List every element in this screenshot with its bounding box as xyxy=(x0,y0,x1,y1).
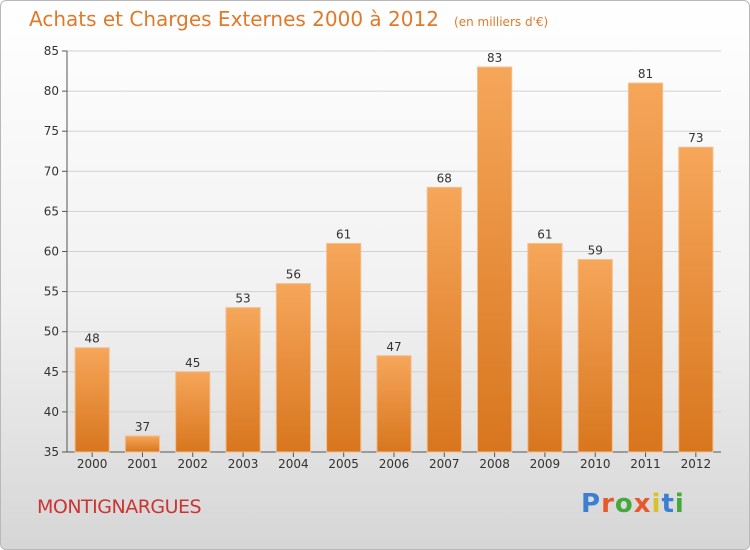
y-tick-label: 40 xyxy=(44,405,59,419)
bar-2001 xyxy=(124,435,161,453)
x-tick-label-2005: 2005 xyxy=(328,457,359,471)
y-tick-label: 55 xyxy=(44,285,59,299)
chart-title: Achats et Charges Externes 2000 à 2012 xyxy=(29,7,439,31)
x-tick-label-2001: 2001 xyxy=(127,457,158,471)
data-label-2001: 37 xyxy=(135,420,150,434)
data-label-2002: 45 xyxy=(185,356,200,370)
x-tick-label-2011: 2011 xyxy=(630,457,661,471)
y-tick-label: 65 xyxy=(44,204,59,218)
bars xyxy=(74,66,714,453)
y-tick-label: 70 xyxy=(44,164,59,178)
x-tick-label-2006: 2006 xyxy=(379,457,410,471)
x-tick-label-2003: 2003 xyxy=(228,457,259,471)
data-label-2007: 68 xyxy=(437,171,452,185)
logo-letter: i xyxy=(674,489,685,519)
place-name: MONTIGNARGUES xyxy=(37,496,202,518)
x-tick-label-2007: 2007 xyxy=(429,457,460,471)
x-tick-label-2009: 2009 xyxy=(530,457,561,471)
bar-2005 xyxy=(326,242,362,453)
bar-2002 xyxy=(175,371,211,453)
y-tick-label: 60 xyxy=(44,245,59,259)
bar-2010 xyxy=(577,259,613,453)
y-tick-label: 75 xyxy=(44,124,59,138)
data-label-2004: 56 xyxy=(286,268,301,282)
chart-subtitle: (en milliers d'€) xyxy=(454,15,549,29)
bar-2011 xyxy=(627,82,664,453)
data-label-2000: 48 xyxy=(85,332,100,346)
bar-2009 xyxy=(527,242,563,453)
x-tick-label-2008: 2008 xyxy=(479,457,510,471)
logo-letter: t xyxy=(661,489,675,519)
bar-2012 xyxy=(678,146,714,453)
y-tick-label: 85 xyxy=(44,44,59,58)
bar-2008 xyxy=(477,66,513,453)
logo-letter: r xyxy=(601,489,615,519)
data-label-2010: 59 xyxy=(588,244,603,258)
data-label-2005: 61 xyxy=(336,227,351,241)
logo-letter: x xyxy=(633,489,652,519)
x-tick-label-2010: 2010 xyxy=(580,457,611,471)
y-tick-label: 80 xyxy=(44,84,59,98)
labels: 35 40 45 50 55 60 65 70 75 80 85 48 2000 37 2001 45 2002… xyxy=(44,44,711,471)
y-tick-label: 45 xyxy=(44,365,59,379)
bar-2006 xyxy=(376,355,412,453)
x-tick-label-2000: 2000 xyxy=(77,457,108,471)
data-label-2008: 83 xyxy=(487,51,502,65)
data-label-2011: 81 xyxy=(638,67,653,81)
data-label-2009: 61 xyxy=(537,227,552,241)
y-tick-label: 35 xyxy=(44,445,59,459)
x-tick-label-2002: 2002 xyxy=(177,457,208,471)
bar-2000 xyxy=(74,347,110,453)
title-row: Achats et Charges Externes 2000 à 2012 (… xyxy=(29,7,548,31)
logo-letter: o xyxy=(614,489,634,519)
bar-2004 xyxy=(275,283,311,453)
bar-2007 xyxy=(426,186,462,453)
proxiti-logo: Proxiti xyxy=(581,489,685,519)
logo-letter: P xyxy=(581,489,602,519)
data-label-2012: 73 xyxy=(688,131,703,145)
logo-letter: i xyxy=(651,489,662,519)
y-tick-label: 50 xyxy=(44,325,59,339)
x-tick-label-2004: 2004 xyxy=(278,457,309,471)
data-label-2006: 47 xyxy=(386,340,401,354)
x-tick-label-2012: 2012 xyxy=(681,457,712,471)
data-label-2003: 53 xyxy=(235,292,250,306)
bar-2003 xyxy=(225,307,261,453)
